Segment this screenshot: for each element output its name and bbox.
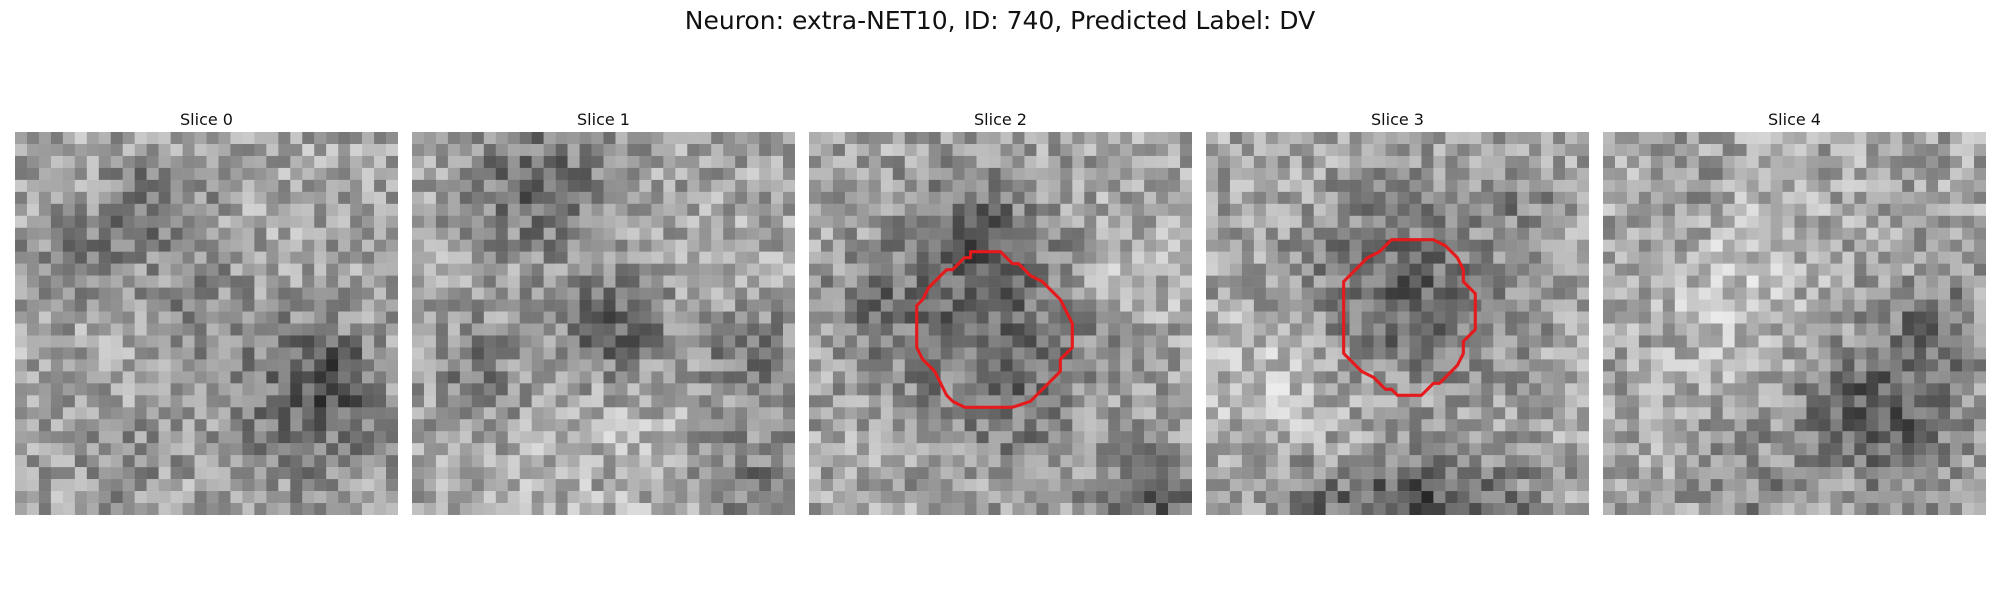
slice-panel-2: Slice 2 bbox=[809, 108, 1192, 515]
slice-image bbox=[1603, 132, 1986, 515]
slice-title: Slice 1 bbox=[412, 108, 795, 132]
pixel-grid bbox=[412, 132, 795, 515]
pixel-grid bbox=[15, 132, 398, 515]
slice-panel-4: Slice 4 bbox=[1603, 108, 1986, 515]
pixel-grid bbox=[809, 132, 1192, 515]
slice-image bbox=[412, 132, 795, 515]
figure-title: Neuron: extra-NET10, ID: 740, Predicted … bbox=[0, 6, 2000, 35]
slice-panel-3: Slice 3 bbox=[1206, 108, 1589, 515]
slice-title: Slice 3 bbox=[1206, 108, 1589, 132]
slice-title: Slice 0 bbox=[15, 108, 398, 132]
slice-image bbox=[15, 132, 398, 515]
slice-title: Slice 4 bbox=[1603, 108, 1986, 132]
pixel-grid bbox=[1206, 132, 1589, 515]
slice-panel-1: Slice 1 bbox=[412, 108, 795, 515]
pixel-grid bbox=[1603, 132, 1986, 515]
slice-title: Slice 2 bbox=[809, 108, 1192, 132]
slice-panel-0: Slice 0 bbox=[15, 108, 398, 515]
slice-image bbox=[809, 132, 1192, 515]
slice-image bbox=[1206, 132, 1589, 515]
